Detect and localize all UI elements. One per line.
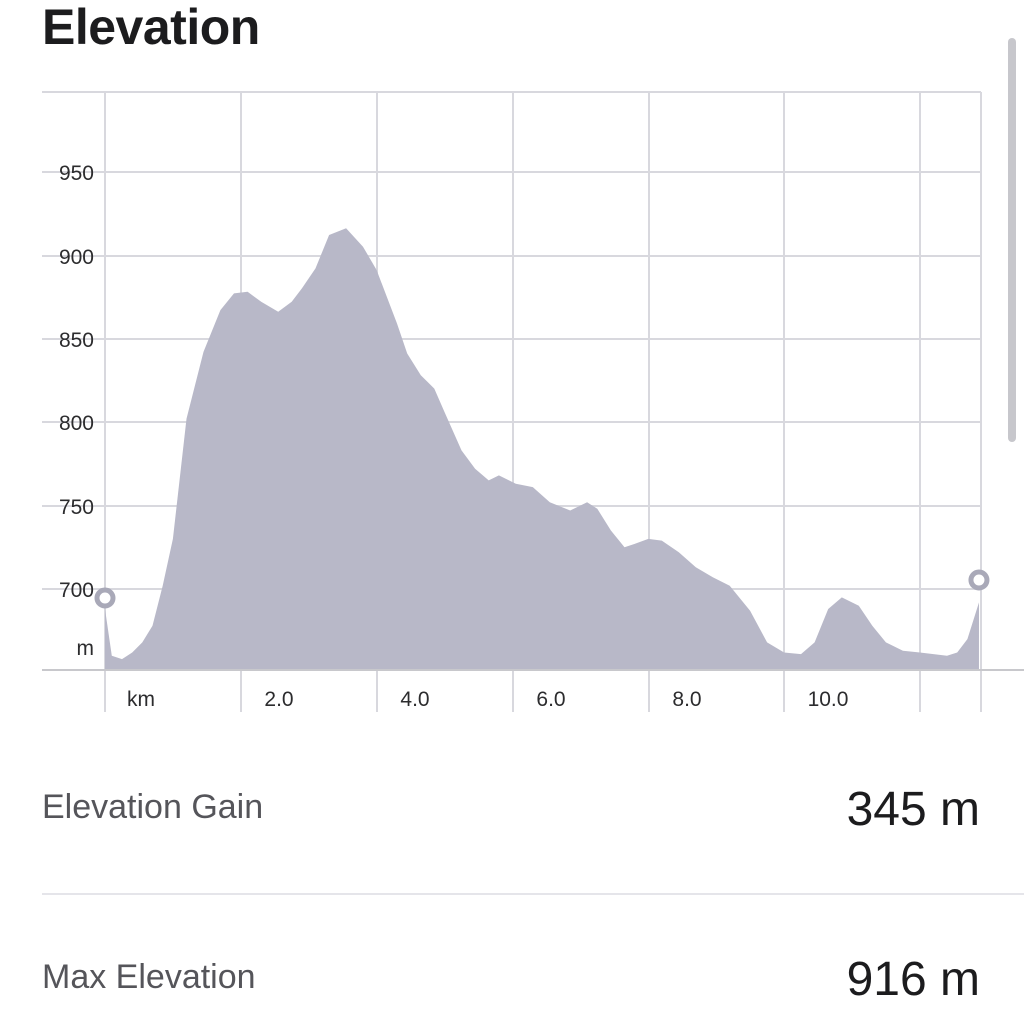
x-tick-label: 4.0 [400,688,429,711]
elevation-area [105,228,979,671]
elevation-chart: 700 750 800 850 900 950 m km 2.0 4.0 6.0 8.0 10.0 [42,91,1024,712]
y-tick-label: 750 [59,496,94,519]
x-tick-label: 10.0 [808,688,849,711]
elevation-gain-value: 345 m [846,783,980,836]
x-tick-label: 8.0 [672,688,701,711]
y-tick-label: 850 [59,329,94,352]
x-unit-label: km [127,688,155,711]
y-tick-label: 700 [59,579,94,602]
x-tick-label: 6.0 [536,688,565,711]
y-tick-label: 950 [59,162,94,185]
x-tick-label: 2.0 [264,688,293,711]
y-tick-label: 900 [59,246,94,269]
elevation-gain-label: Elevation Gain [42,788,264,826]
max-elevation-value: 916 m [846,953,980,1006]
y-tick-label: 800 [59,412,94,435]
max-elevation-label: Max Elevation [42,958,256,996]
range-start-handle[interactable] [94,587,116,609]
y-unit-label: m [77,637,95,660]
range-end-handle[interactable] [968,569,990,591]
scrollbar[interactable] [1008,38,1016,442]
page-title: Elevation [42,0,260,55]
divider [42,893,1024,895]
